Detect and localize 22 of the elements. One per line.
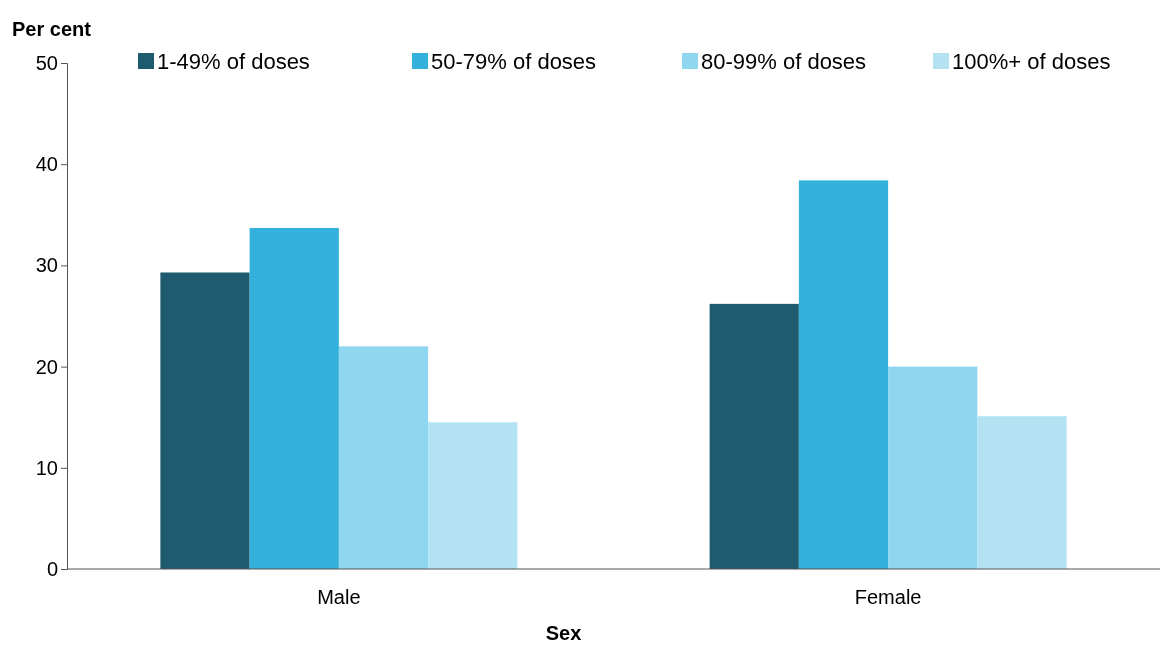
legend-label: 100%+ of doses (952, 49, 1111, 74)
legend-label: 80-99% of doses (701, 49, 867, 74)
bar (977, 416, 1067, 569)
bar (338, 346, 429, 569)
y-tick-label: 50 (35, 51, 58, 74)
legend-label: 50-79% of doses (431, 49, 597, 74)
bar (249, 227, 339, 569)
y-axis-title: Per cent (12, 18, 92, 40)
x-tick-label: Male (317, 586, 361, 608)
bar (428, 422, 518, 569)
x-tick-label: Female (854, 586, 922, 608)
y-tick-label: 0 (46, 557, 58, 580)
x-axis-title: Sex (545, 622, 582, 644)
y-tick-label: 30 (35, 254, 58, 277)
bar (798, 180, 889, 569)
legend-label: 1-49% of doses (157, 49, 310, 74)
bar (709, 303, 799, 569)
bar (160, 272, 250, 569)
y-tick-label: 20 (35, 355, 58, 378)
y-tick-label: 40 (35, 153, 58, 176)
bar (888, 366, 978, 569)
y-tick-label: 10 (35, 456, 58, 479)
